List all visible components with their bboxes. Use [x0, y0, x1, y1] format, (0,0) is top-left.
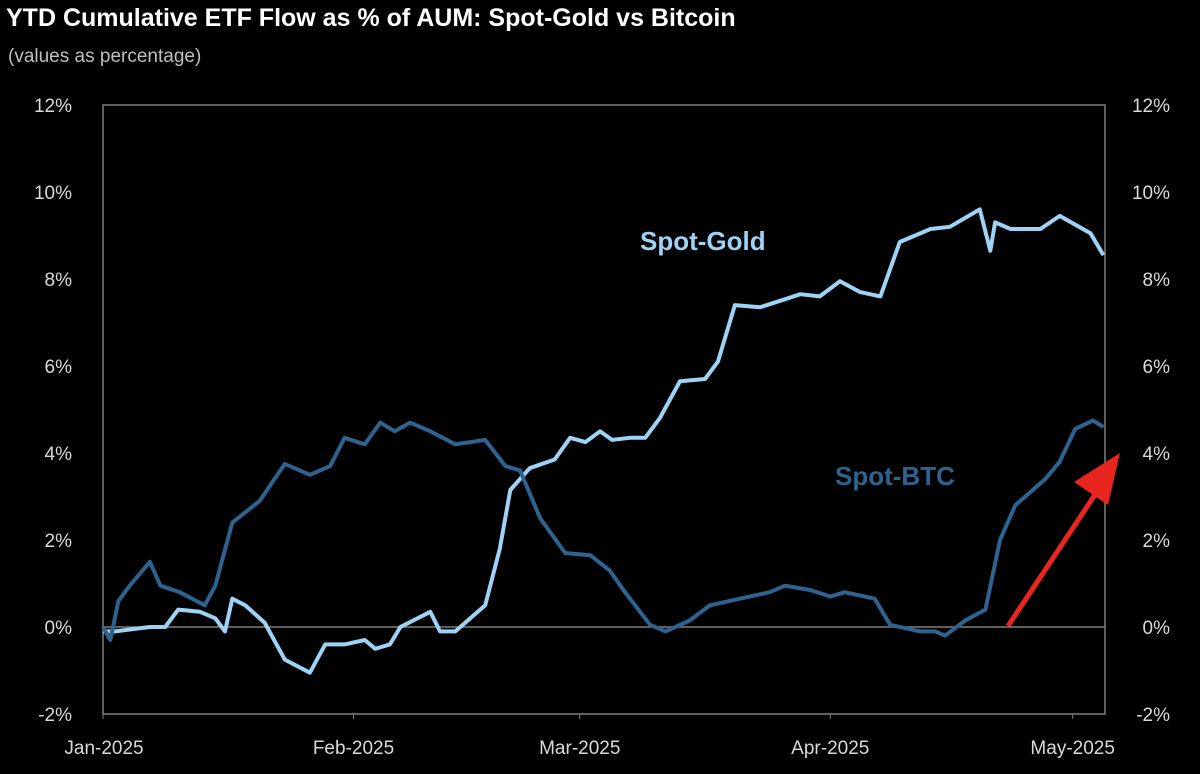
- y-tick-label: 4%: [45, 444, 73, 465]
- y2-tick-label: 10%: [1132, 183, 1170, 204]
- series-line: [101, 418, 1105, 642]
- y-tick-label: 6%: [45, 357, 73, 378]
- y-tick-label: 0%: [45, 618, 73, 639]
- series-line: [103, 207, 1106, 675]
- x-tick-label: Apr-2025: [791, 738, 869, 759]
- y2-tick-label: 12%: [1132, 96, 1170, 117]
- x-tick-label: Feb-2025: [313, 738, 394, 759]
- x-tick-label: May-2025: [1030, 738, 1115, 759]
- y2-tick-label: 8%: [1143, 270, 1171, 291]
- y-tick-label: 8%: [45, 270, 73, 291]
- y-tick-label: 10%: [34, 183, 72, 204]
- y2-tick-label: 0%: [1143, 618, 1171, 639]
- chart-subtitle: (values as percentage): [8, 46, 201, 67]
- y2-tick-label: 2%: [1143, 531, 1171, 552]
- x-tick-label: Jan-2025: [64, 738, 143, 759]
- chart-title: YTD Cumulative ETF Flow as % of AUM: Spo…: [6, 4, 736, 32]
- x-tick-label: Mar-2025: [539, 738, 620, 759]
- y2-tick-label: -2%: [1136, 705, 1170, 726]
- y2-tick-label: 6%: [1143, 357, 1171, 378]
- arrow: [1005, 453, 1120, 628]
- series-label: Spot-BTC: [835, 461, 955, 491]
- y-tick-label: -2%: [38, 705, 72, 726]
- y2-tick-label: 4%: [1143, 444, 1171, 465]
- plot-frame: [102, 104, 1106, 715]
- series-label: Spot-Gold: [640, 226, 766, 256]
- y-tick-label: 2%: [45, 531, 73, 552]
- y-tick-label: 12%: [34, 96, 72, 117]
